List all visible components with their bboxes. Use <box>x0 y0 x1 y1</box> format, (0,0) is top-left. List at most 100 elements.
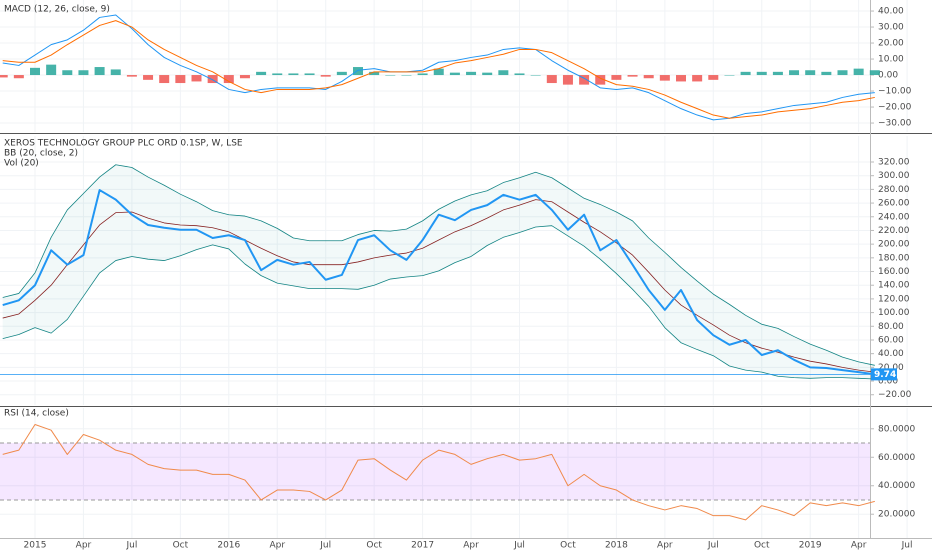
histogram-bar <box>78 70 89 76</box>
y-tick-label: −20.00 <box>878 103 912 113</box>
histogram-bar <box>498 70 509 76</box>
y-tick-label: −20.00 <box>878 390 912 400</box>
series-line <box>2 20 875 119</box>
rsi-title: RSI (14, close) <box>4 409 69 419</box>
histogram-bar <box>482 72 493 76</box>
histogram-bar <box>353 67 363 76</box>
y-tick-label: 20.00 <box>878 363 904 373</box>
x-tick-label: Jul <box>125 541 137 550</box>
histogram-bar <box>207 75 218 84</box>
y-tick-label: 80.0000 <box>878 424 915 434</box>
histogram-bar <box>159 75 170 84</box>
histogram-bar <box>514 73 525 76</box>
histogram-bar <box>417 73 428 76</box>
x-tick-label: 2017 <box>411 541 434 550</box>
histogram-bar <box>869 70 880 76</box>
x-tick-label: Jul <box>901 541 913 550</box>
histogram-bar <box>837 70 848 76</box>
histogram-bar <box>336 71 347 76</box>
y-tick-label: 140.00 <box>878 281 910 291</box>
histogram-bar <box>853 68 864 76</box>
histogram-bar <box>30 67 40 76</box>
x-tick-label: 2019 <box>799 541 822 550</box>
histogram-bar <box>320 75 331 77</box>
y-tick-label: 200.00 <box>878 240 910 250</box>
last-price-box <box>871 368 897 381</box>
y-tick-label: 80.00 <box>878 322 904 332</box>
y-tick-label: 60.0000 <box>878 453 915 463</box>
histogram-bar <box>385 75 396 76</box>
histogram-bar <box>304 73 315 76</box>
histogram-bar <box>659 75 670 81</box>
histogram-bar <box>239 75 250 79</box>
histogram-bar <box>756 71 767 76</box>
histogram-bar <box>627 75 638 77</box>
y-tick-label: 260.00 <box>878 199 910 209</box>
rsi-band <box>0 443 870 500</box>
histogram-bar <box>643 75 654 79</box>
histogram-bar <box>579 75 590 85</box>
indicator-label: Vol (20) <box>4 159 39 169</box>
y-tick-label: 240.00 <box>878 212 910 222</box>
y-tick-label: 300.00 <box>878 171 910 181</box>
histogram-bar <box>449 72 460 76</box>
histogram-bar <box>62 70 73 76</box>
series-line <box>2 189 875 376</box>
y-tick-label: 280.00 <box>878 185 910 195</box>
histogram-bar <box>0 75 8 78</box>
histogram-bar <box>175 75 186 84</box>
histogram-bar <box>708 75 719 80</box>
y-tick-label: 40.0000 <box>878 481 915 491</box>
x-tick-label: Apr <box>657 541 673 550</box>
y-tick-label: 60.00 <box>878 335 904 345</box>
x-tick-label: Jul <box>513 541 525 550</box>
histogram-bar <box>223 75 234 84</box>
y-tick-label: −30.00 <box>878 119 912 129</box>
histogram-bar <box>256 71 267 76</box>
histogram-bar <box>369 71 380 76</box>
symbol-title: XEROS TECHNOLOGY GROUP PLC ORD 0.1SP, W,… <box>4 139 243 149</box>
x-tick-label: Apr <box>851 541 867 550</box>
histogram-bar <box>466 71 477 76</box>
y-tick-label: 100.00 <box>878 308 910 318</box>
histogram-bar <box>143 75 154 80</box>
histogram-bar <box>94 67 105 76</box>
y-tick-label: 30.00 <box>878 23 904 33</box>
histogram-bar <box>805 70 816 76</box>
histogram-bar <box>692 75 703 82</box>
histogram-bar <box>676 75 686 82</box>
x-tick-label: Jul <box>707 541 719 550</box>
x-tick-label: Oct <box>754 541 770 550</box>
indicator-label: BB (20, close, 2) <box>4 149 78 159</box>
x-tick-label: Oct <box>366 541 382 550</box>
series-line <box>2 424 875 521</box>
x-tick-label: Apr <box>76 541 92 550</box>
y-tick-label: 40.00 <box>878 7 904 17</box>
histogram-bar <box>789 70 800 76</box>
histogram-bar <box>562 75 573 85</box>
x-tick-label: Jul <box>319 541 331 550</box>
y-tick-label: 20.0000 <box>878 510 915 520</box>
histogram-bar <box>740 71 751 76</box>
histogram-bar <box>595 75 606 85</box>
histogram-bar <box>126 75 137 77</box>
histogram-bar <box>433 68 444 76</box>
last-price-label: 9.74 <box>874 370 896 380</box>
histogram-bar <box>724 75 735 76</box>
y-tick-label: 0.00 <box>878 71 898 81</box>
histogram-bar <box>546 75 557 84</box>
x-tick-label: Oct <box>173 541 189 550</box>
y-tick-label: 40.00 <box>878 349 904 359</box>
histogram-bar <box>401 75 412 76</box>
y-tick-label: 20.00 <box>878 39 904 49</box>
histogram-bar <box>272 73 283 76</box>
series-line <box>2 199 875 373</box>
x-tick-label: 2018 <box>605 541 628 550</box>
histogram-bar <box>110 69 121 76</box>
y-tick-label: 160.00 <box>878 267 910 277</box>
x-tick-label: 2015 <box>24 541 47 550</box>
y-tick-label: 120.00 <box>878 294 910 304</box>
histogram-bar <box>13 75 24 79</box>
